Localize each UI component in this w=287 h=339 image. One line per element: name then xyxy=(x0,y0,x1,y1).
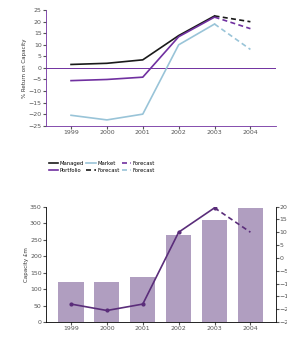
Bar xyxy=(94,282,119,322)
Y-axis label: Capacity £m: Capacity £m xyxy=(24,247,29,282)
Bar xyxy=(130,278,155,322)
Bar xyxy=(166,235,191,322)
Bar xyxy=(202,220,227,322)
Legend: Managed, Portfolio, Market, Forecast, Forecast, Forecast: Managed, Portfolio, Market, Forecast, Fo… xyxy=(49,161,155,173)
Y-axis label: % Return on Capacity: % Return on Capacity xyxy=(22,38,27,98)
Bar xyxy=(59,282,84,322)
Bar xyxy=(238,208,263,322)
